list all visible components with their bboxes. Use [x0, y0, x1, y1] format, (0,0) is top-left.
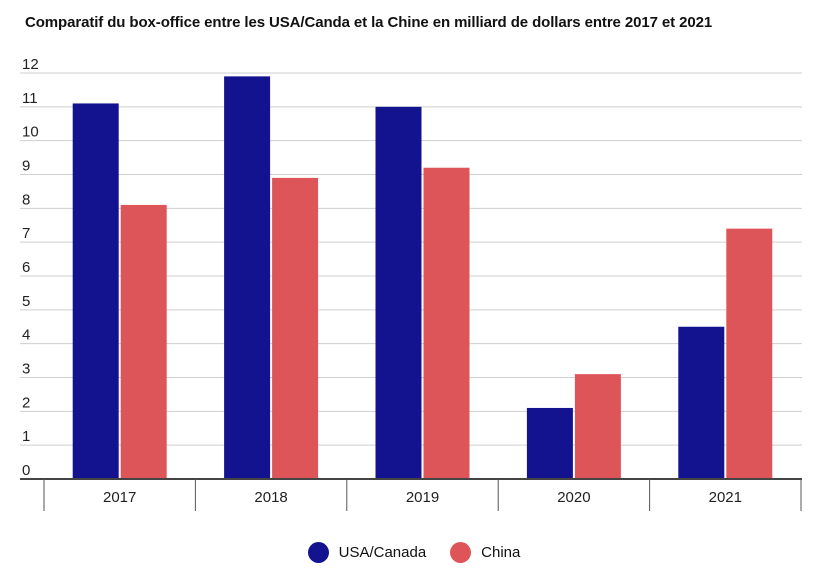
x-axis: 2017 2018 2019 2020 2021 — [20, 478, 802, 511]
x-tick-label: 2021 — [709, 489, 742, 506]
y-tick-label: 3 — [22, 361, 30, 378]
y-tick-label: 11 — [22, 90, 38, 107]
bar-china-2019[interactable] — [423, 167, 470, 479]
legend-marker-usa-canada — [307, 542, 329, 563]
legend-item-usa-canada[interactable]: USA/Canada — [307, 542, 427, 563]
legend-item-china[interactable]: China — [450, 542, 520, 563]
legend-label-china: China — [481, 544, 521, 561]
bar-usa-canada-2017[interactable] — [72, 103, 119, 479]
bar-usa-canada-2020[interactable] — [526, 407, 573, 479]
y-tick-label: 10 — [22, 124, 39, 141]
y-tick-label: 0 — [22, 462, 30, 479]
x-tick-label: 2020 — [557, 489, 590, 506]
bars — [72, 76, 773, 479]
y-tick-label: 12 — [22, 56, 39, 73]
y-tick-label: 4 — [22, 327, 30, 344]
chart-title: Comparatif du box-office entre les USA/C… — [25, 14, 713, 31]
bar-usa-canada-2018[interactable] — [224, 76, 271, 479]
legend: USA/Canada China — [0, 542, 828, 563]
y-tick-label: 9 — [22, 158, 30, 175]
x-tick-label: 2019 — [406, 489, 439, 506]
legend-marker-china — [450, 542, 472, 563]
bar-usa-canada-2021[interactable] — [678, 326, 725, 479]
y-tick-label: 7 — [22, 225, 30, 242]
y-tick-label: 6 — [22, 259, 30, 276]
y-tick-label: 2 — [22, 394, 30, 411]
bar-china-2021[interactable] — [726, 228, 773, 479]
x-tick-label: 2018 — [254, 489, 287, 506]
bar-china-2018[interactable] — [272, 177, 319, 479]
bar-china-2020[interactable] — [574, 374, 621, 479]
legend-label-usa-canada: USA/Canada — [338, 544, 427, 561]
bar-china-2017[interactable] — [120, 204, 167, 479]
y-tick-label: 1 — [22, 428, 30, 445]
y-tick-label: 8 — [22, 191, 30, 208]
y-tick-label: 5 — [22, 293, 30, 310]
bar-usa-canada-2019[interactable] — [375, 106, 422, 479]
x-tick-label: 2017 — [103, 489, 136, 506]
